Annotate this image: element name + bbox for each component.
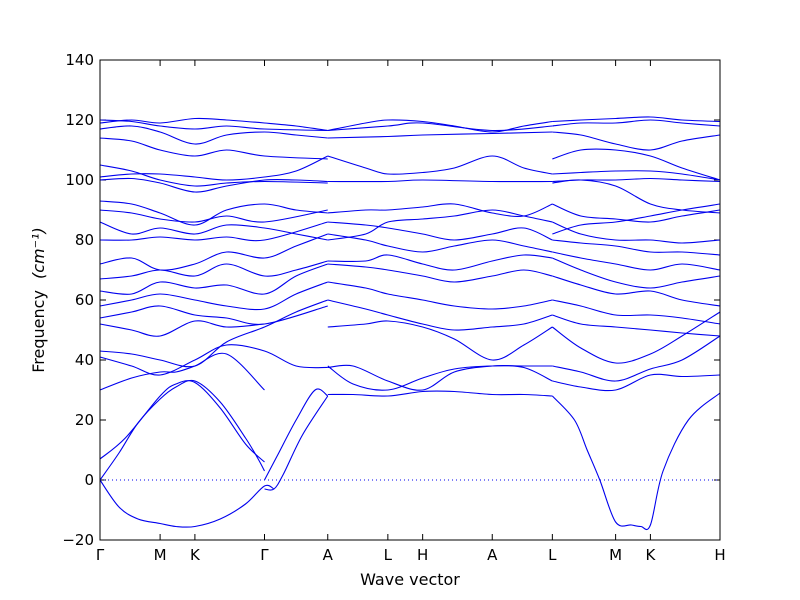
band-line xyxy=(99,155,328,181)
band-line xyxy=(99,119,328,132)
band-line xyxy=(552,299,721,325)
band-line xyxy=(99,263,328,295)
plot-frame xyxy=(99,59,721,541)
x-tick-label: Γ xyxy=(96,546,105,564)
band-line xyxy=(327,299,553,331)
band-line xyxy=(551,392,721,531)
band-line xyxy=(552,131,721,151)
band-line xyxy=(327,365,553,391)
y-axis-ticks: −20 0 20 40 60 80 100 120 140 xyxy=(62,51,720,549)
band-line xyxy=(99,479,275,528)
band-line xyxy=(99,137,328,160)
band-line xyxy=(327,131,553,139)
band-line xyxy=(327,320,553,361)
band-line xyxy=(327,119,553,133)
band-line xyxy=(552,179,721,214)
band-line xyxy=(99,305,328,325)
band-line xyxy=(99,380,265,463)
band-line xyxy=(552,221,721,244)
x-tick-label: L xyxy=(384,546,393,564)
band-line xyxy=(99,299,328,368)
band-line xyxy=(327,364,553,391)
band-lines xyxy=(99,116,721,531)
band-line xyxy=(552,203,721,235)
band-line xyxy=(264,395,329,491)
x-tick-label: M xyxy=(154,546,167,564)
band-line xyxy=(552,148,721,181)
y-tick-label: 140 xyxy=(65,51,94,69)
band-line xyxy=(552,275,721,307)
y-tick-label: 40 xyxy=(75,351,94,369)
y-tick-label: 60 xyxy=(75,291,94,309)
y-tick-label: 80 xyxy=(75,231,94,249)
band-line xyxy=(99,379,265,481)
band-line xyxy=(552,116,721,123)
band-line xyxy=(552,239,721,256)
band-line xyxy=(552,119,721,127)
x-axis-title: Wave vector xyxy=(360,570,460,589)
band-line xyxy=(552,257,721,289)
x-tick-label: K xyxy=(645,546,656,564)
band-line xyxy=(99,281,328,311)
x-tick-label: M xyxy=(609,546,622,564)
band-line xyxy=(99,177,328,193)
y-tick-label: −20 xyxy=(62,531,94,549)
x-tick-label: Γ xyxy=(260,546,269,564)
band-line xyxy=(99,117,328,132)
y-tick-label: 120 xyxy=(65,111,94,129)
band-line xyxy=(552,314,721,337)
y-tick-label: 0 xyxy=(84,471,94,489)
band-line xyxy=(552,373,721,392)
y-axis-title-text: Frequency xyxy=(29,290,48,373)
band-line xyxy=(99,260,328,280)
x-tick-label: L xyxy=(548,546,557,564)
band-line xyxy=(327,281,553,310)
band-line xyxy=(327,179,553,183)
x-tick-label: A xyxy=(487,546,498,564)
y-tick-label: 20 xyxy=(75,411,94,429)
band-line xyxy=(99,352,265,391)
band-line xyxy=(264,388,329,481)
band-line xyxy=(327,233,553,253)
band-line xyxy=(327,263,553,283)
band-line xyxy=(99,164,328,187)
band-line xyxy=(99,233,328,271)
band-line xyxy=(552,311,721,364)
y-axis-title-unit: (cm⁻¹) xyxy=(29,227,48,279)
band-line xyxy=(99,125,328,145)
x-tick-label: K xyxy=(190,546,201,564)
band-line xyxy=(99,221,328,241)
band-line xyxy=(99,209,328,223)
band-line xyxy=(99,344,328,376)
y-axis-title: Frequency (cm⁻¹) xyxy=(29,227,48,372)
band-line xyxy=(552,203,721,223)
band-line xyxy=(99,221,328,242)
band-line xyxy=(327,390,553,397)
band-line xyxy=(552,335,721,382)
band-line xyxy=(327,203,553,217)
x-tick-label: H xyxy=(714,546,725,564)
band-line xyxy=(327,209,553,241)
band-line xyxy=(327,254,553,271)
x-tick-label: A xyxy=(323,546,334,564)
band-line xyxy=(327,221,553,241)
x-tick-label: H xyxy=(417,546,428,564)
band-line xyxy=(552,251,721,271)
band-line xyxy=(99,320,265,337)
y-tick-label: 100 xyxy=(65,171,94,189)
band-line xyxy=(327,155,553,175)
band-line xyxy=(327,122,553,132)
band-line xyxy=(552,170,721,181)
